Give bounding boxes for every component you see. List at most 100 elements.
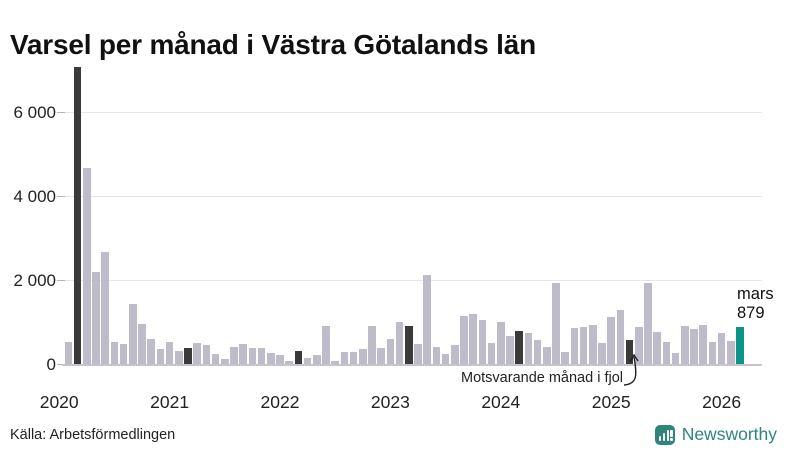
- bar-2026-02: [726, 341, 735, 364]
- bar-2024-07: [552, 283, 560, 364]
- bar-2020-08: [119, 344, 128, 364]
- bar-2023-02: [395, 322, 404, 364]
- y-tick-mark: [57, 196, 65, 197]
- bar-2025-07: [662, 341, 671, 364]
- y-tick-mark: [57, 364, 65, 365]
- x-axis-label-2022: 2022: [260, 392, 300, 412]
- bar-2023-05: [423, 274, 432, 364]
- y-tick-mark: [57, 280, 65, 281]
- bar-2025-09: [680, 326, 689, 364]
- bar-2023-07: [441, 353, 450, 364]
- bar-2022-10: [358, 349, 367, 364]
- bar-2020-09: [128, 304, 137, 364]
- bar-2020-02: [64, 342, 73, 364]
- x-axis-label-2026: 2026: [702, 392, 742, 412]
- bar-2025-04: [634, 327, 643, 364]
- bar-2025-06: [653, 332, 662, 364]
- bar-2025-03: [625, 340, 634, 364]
- bar-2024-09: [570, 328, 579, 364]
- bar-2020-07: [110, 342, 119, 364]
- page-title: Varsel per månad i Västra Götalands län: [10, 28, 536, 60]
- bar-2020-06: [101, 252, 110, 364]
- bar-2021-09: [239, 344, 248, 364]
- newsworthy-wordmark: Newsworthy: [681, 424, 777, 444]
- bar-2022-06: [322, 326, 330, 364]
- bar-2021-04: [193, 343, 202, 364]
- highlight-value-label: 879: [737, 304, 765, 322]
- bar-2023-04: [414, 344, 422, 364]
- x-axis-label-2024: 2024: [481, 392, 521, 412]
- bar-2023-08: [450, 345, 459, 364]
- highlight-label: mars 879: [737, 285, 774, 323]
- bar-2024-11: [588, 324, 597, 364]
- bar-2023-12: [487, 343, 496, 364]
- highlight-month-label: mars: [737, 285, 774, 303]
- bar-2024-06: [542, 347, 551, 364]
- bar-2021-02: [174, 350, 183, 364]
- bar-2024-08: [561, 352, 570, 364]
- bar-2021-11: [257, 348, 266, 364]
- bar-2021-07: [220, 358, 229, 364]
- bar-2020-11: [147, 339, 156, 364]
- bar-2021-10: [248, 348, 257, 364]
- bar-2022-12: [377, 348, 386, 364]
- x-axis-label-2025: 2025: [591, 392, 631, 412]
- x-axis-label-2023: 2023: [370, 392, 410, 412]
- bar-chart-badge-icon: [654, 424, 675, 445]
- bar-2024-02: [506, 336, 514, 364]
- bar-2020-04: [82, 168, 91, 364]
- x-axis-label-2020: 2020: [39, 392, 79, 412]
- gridline-2000: [62, 280, 762, 281]
- bar-2025-12: [708, 342, 717, 364]
- bar-2020-05: [92, 271, 100, 364]
- bar-2026-01: [717, 333, 726, 364]
- bar-2023-10: [469, 314, 478, 364]
- bar-2023-09: [460, 316, 468, 364]
- bar-2021-05: [202, 345, 211, 364]
- bar-2024-01: [496, 322, 505, 364]
- bar-2023-03: [404, 326, 413, 364]
- bar-2022-08: [340, 352, 349, 364]
- annotation-arrow-icon: [623, 353, 639, 386]
- bar-2020-10: [138, 324, 146, 364]
- gridline-6000: [62, 112, 762, 113]
- gridline-4000: [62, 196, 762, 197]
- y-tick-label-0: 0: [46, 354, 56, 374]
- y-tick-mark: [57, 112, 65, 113]
- bar-2021-12: [266, 353, 275, 364]
- bar-2025-08: [671, 353, 680, 364]
- bar-2022-11: [368, 326, 376, 364]
- bar-2024-05: [533, 340, 542, 364]
- bar-2022-03: [294, 350, 303, 364]
- source-label: Källa: Arbetsförmedlingen: [10, 427, 176, 443]
- bar-2022-05: [312, 354, 321, 364]
- bar-2023-06: [432, 347, 441, 364]
- y-tick-label-2000: 2 000: [13, 270, 56, 290]
- y-tick-label-6000: 6 000: [13, 102, 56, 122]
- bar-2020-12: [156, 349, 165, 364]
- bar-2025-01: [607, 316, 616, 364]
- bar-2021-08: [230, 347, 238, 364]
- annotation-last-year: Motsvarande månad i fjol: [461, 370, 623, 386]
- x-axis-label-2021: 2021: [150, 392, 190, 412]
- y-tick-label-4000: 4 000: [13, 186, 56, 206]
- bar-2024-04: [524, 332, 533, 364]
- bar-2025-05: [644, 283, 652, 364]
- bar-2023-11: [478, 320, 487, 364]
- bar-2025-11: [699, 324, 708, 364]
- bar-2025-02: [616, 310, 625, 364]
- bar-2021-03: [184, 348, 192, 364]
- bar-2024-03: [515, 331, 524, 364]
- bar-2022-01: [276, 354, 284, 364]
- bar-2020-03: [73, 67, 82, 364]
- newsworthy-logo: Newsworthy: [654, 424, 777, 445]
- bar-2022-07: [331, 361, 340, 364]
- bar-2022-04: [303, 358, 312, 364]
- bar-2024-10: [579, 327, 588, 364]
- bar-2024-12: [598, 343, 606, 364]
- bar-2023-01: [386, 339, 395, 364]
- bar-2025-10: [690, 329, 698, 364]
- bar-2021-06: [211, 353, 220, 364]
- bar-2022-09: [349, 352, 358, 364]
